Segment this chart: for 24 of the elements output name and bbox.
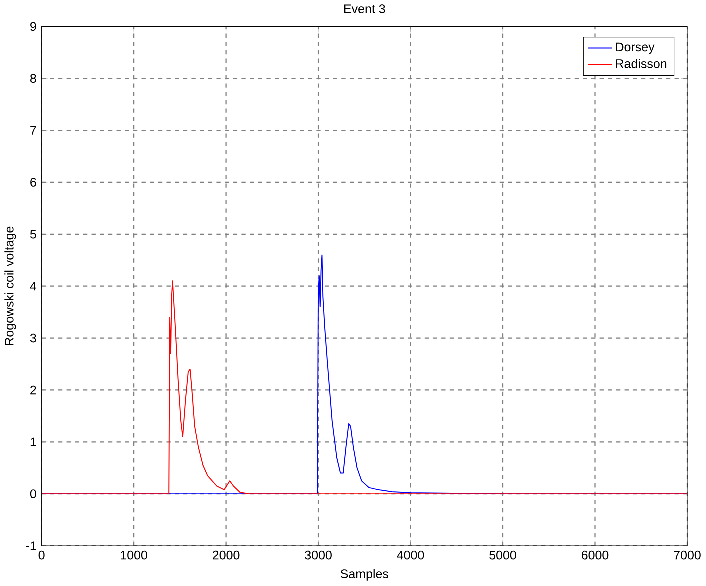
x-tick-label: 4000 xyxy=(397,551,424,560)
chart-title: Event 3 xyxy=(344,4,386,14)
y-tick-label: 4 xyxy=(30,282,37,291)
x-tick-label: 1000 xyxy=(121,551,148,560)
x-tick-label: 7000 xyxy=(674,551,701,560)
y-tick-label: 3 xyxy=(30,334,36,343)
x-tick-label: 5000 xyxy=(490,551,516,560)
y-tick-label: 8 xyxy=(30,74,36,84)
y-tick-label: 2 xyxy=(30,386,36,395)
y-tick-label: 9 xyxy=(30,22,36,32)
y-tick-label: 5 xyxy=(30,230,36,240)
x-tick-label: 2000 xyxy=(213,551,240,560)
legend-label: Radisson xyxy=(616,59,667,69)
y-tick-label: 7 xyxy=(30,126,36,136)
legend-label: Dorsey xyxy=(616,43,655,54)
y-tick-label: 6 xyxy=(30,178,36,188)
x-tick-label: 6000 xyxy=(582,551,609,560)
y-axis-title: Rogowski coil voltage xyxy=(4,227,16,346)
y-tick-label: 0 xyxy=(30,490,36,499)
x-tick-label: 3000 xyxy=(305,551,332,560)
x-tick-label: 0 xyxy=(38,551,45,560)
x-axis-title: Samples xyxy=(340,569,388,582)
y-tick-label: 1 xyxy=(30,438,36,447)
y-tick-label: -1 xyxy=(26,542,36,551)
